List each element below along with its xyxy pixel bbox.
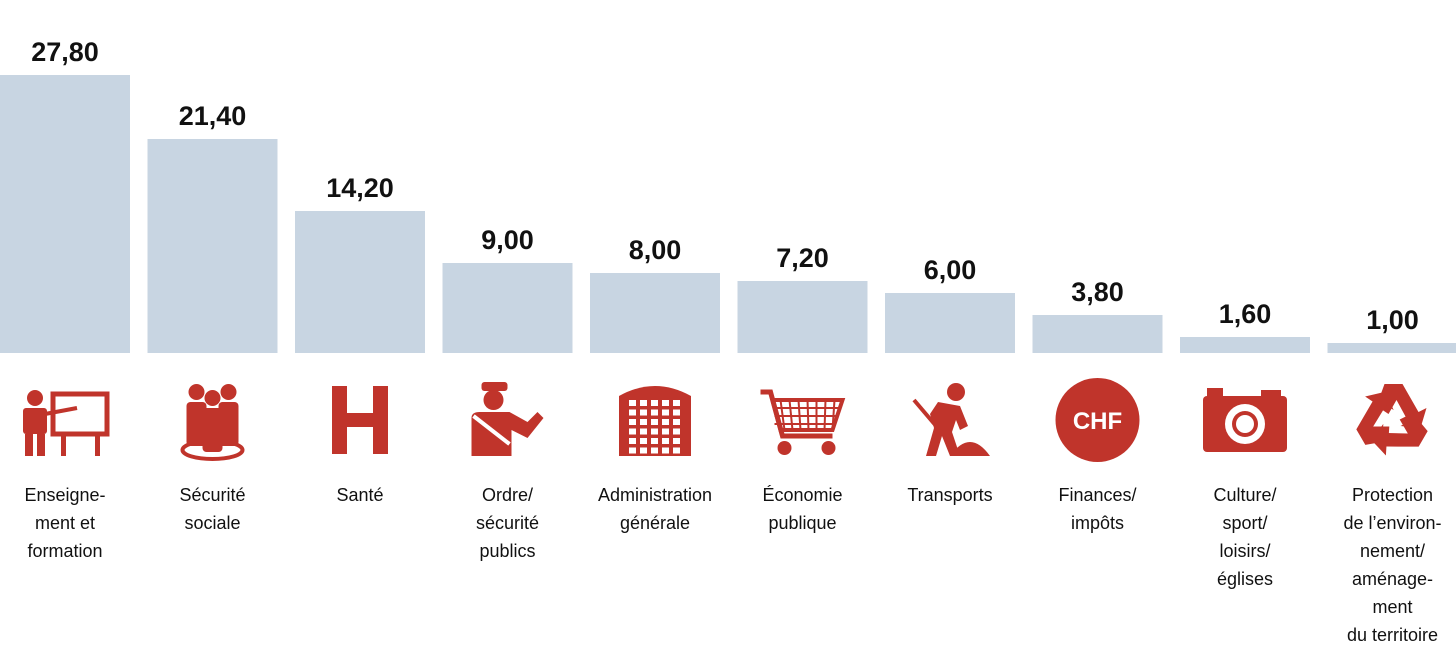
bar-7 <box>885 293 1015 353</box>
category-label-5: Administration générale <box>590 481 720 537</box>
category-label-7: Transports <box>885 481 1015 509</box>
category-label-6: Économie publique <box>738 481 868 537</box>
category-label-8: Finances/ impôts <box>1033 481 1163 537</box>
cart-icon <box>761 392 843 455</box>
police-icon <box>472 382 544 456</box>
bar-value-label-3: 14,20 <box>326 173 394 203</box>
bar-1 <box>0 75 130 353</box>
bar-3 <box>295 211 425 353</box>
bar-8 <box>1033 315 1163 353</box>
category-label-4: Ordre/ sécurité publics <box>443 481 573 565</box>
category-label-9: Culture/ sport/ loisirs/ églises <box>1180 481 1310 593</box>
category-label-2: Sécurité sociale <box>148 481 278 537</box>
bar-value-label-6: 7,20 <box>776 243 829 273</box>
bar-10 <box>1328 343 1456 353</box>
bar-9 <box>1180 337 1310 353</box>
bar-value-label-8: 3,80 <box>1071 277 1124 307</box>
bar-6 <box>738 281 868 353</box>
building-icon <box>619 386 691 456</box>
bar-value-label-5: 8,00 <box>629 235 682 265</box>
group-icon <box>183 384 243 459</box>
bar-value-label-1: 27,80 <box>31 37 99 67</box>
recycle-icon <box>1344 384 1431 467</box>
category-label-10: Protection de l’environ- nement/ aménage… <box>1328 481 1456 649</box>
category-label-1: Enseigne- ment et formation <box>0 481 130 565</box>
bar-5 <box>590 273 720 353</box>
bar-4 <box>443 263 573 353</box>
bar-value-label-2: 21,40 <box>179 101 247 131</box>
bar-value-label-4: 9,00 <box>481 225 534 255</box>
camera-icon <box>1203 388 1287 452</box>
bar-value-label-7: 6,00 <box>924 255 977 285</box>
teacher-icon <box>23 390 107 456</box>
bar-2 <box>148 139 278 353</box>
bar-value-label-10: 1,00 <box>1366 305 1419 335</box>
bar-value-label-9: 1,60 <box>1219 299 1272 329</box>
worker-icon <box>914 383 990 456</box>
category-label-3: Santé <box>295 481 425 509</box>
hospital-icon <box>332 386 388 454</box>
chf-icon-text: CHF <box>1073 408 1122 435</box>
chf-icon: CHF <box>1056 378 1140 462</box>
